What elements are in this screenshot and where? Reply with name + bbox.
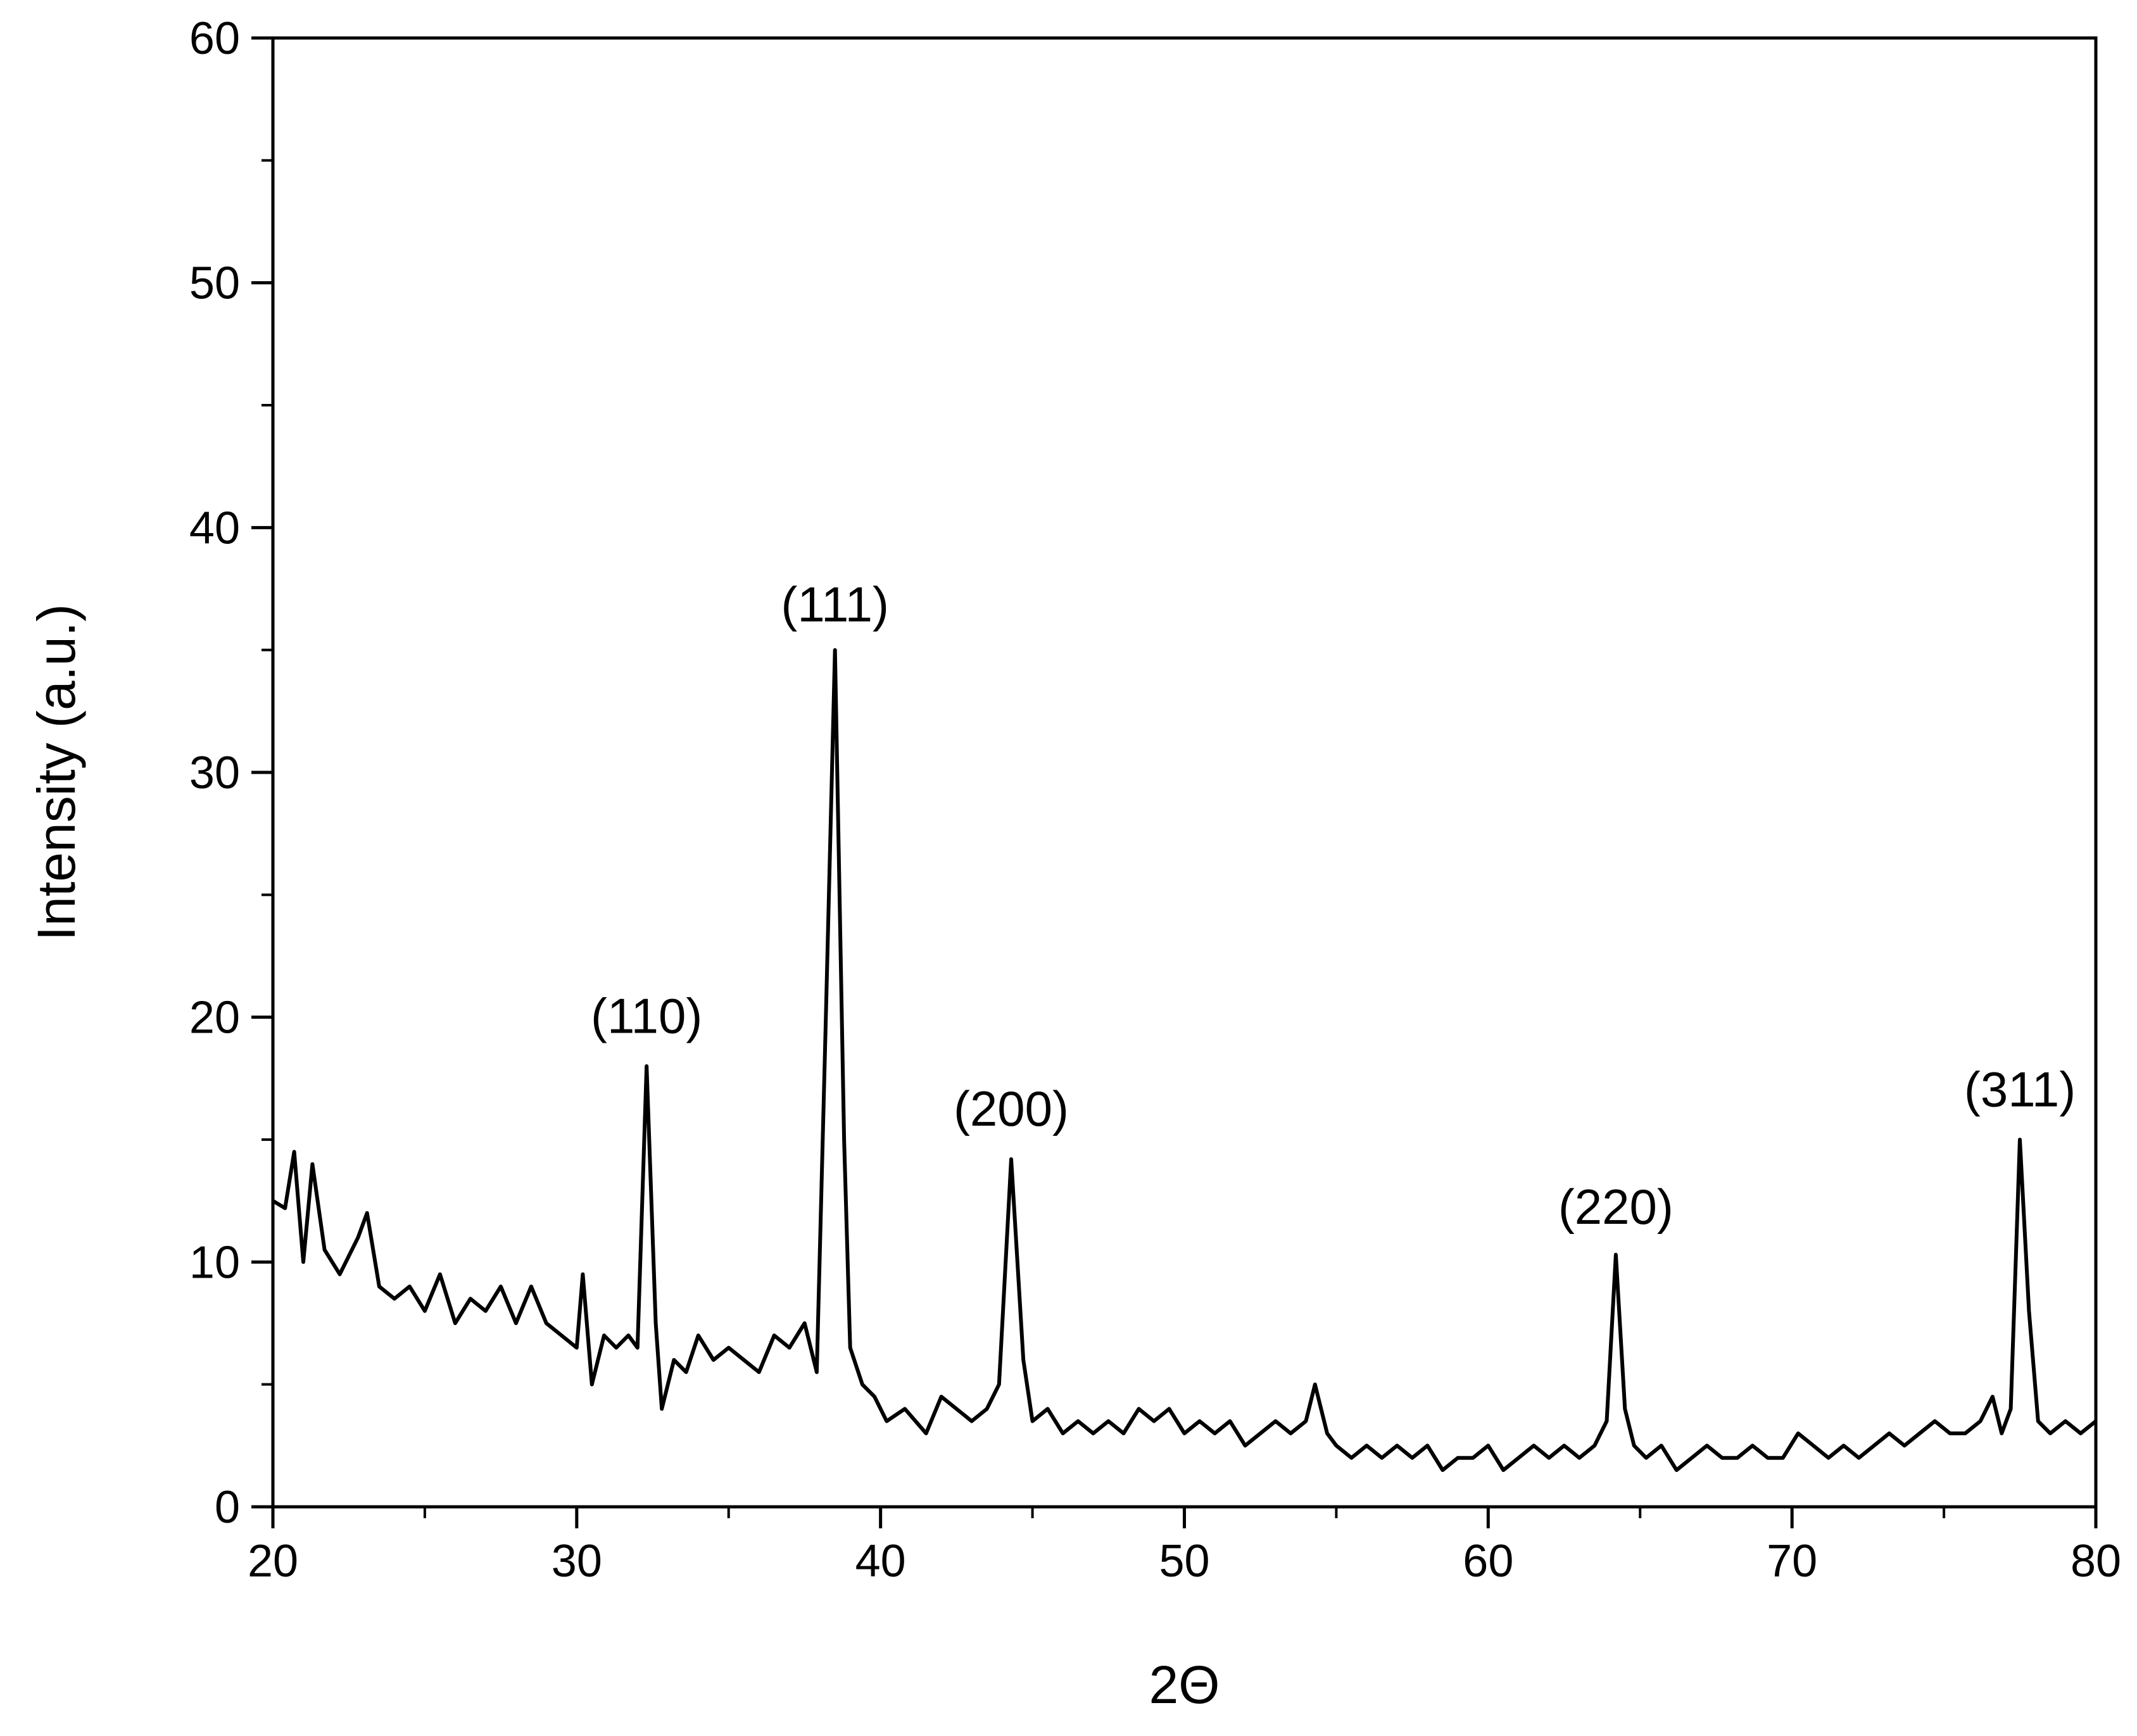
x-tick-label: 60 [1463,1536,1513,1587]
x-axis-label: 2Θ [1149,1655,1220,1714]
x-tick-label: 40 [855,1536,906,1587]
y-tick-label: 20 [189,993,240,1043]
peak-label: (200) [954,1081,1069,1136]
x-axis-ticks: 20 30 40 50 60 70 80 [248,1507,2121,1587]
y-axis-label: Intensity (a.u.) [27,604,86,941]
peak-label: (311) [1964,1061,2076,1117]
series-line [272,648,2097,1472]
plot-frame [271,36,2098,1509]
y-tick-label: 10 [189,1237,240,1288]
y-tick-label: 60 [189,13,240,64]
peak-label: (111) [781,577,889,632]
y-axis-ticks: 0 10 20 30 40 50 60 [189,13,273,1533]
x-tick-label: 80 [2071,1536,2121,1587]
x-tick-label: 70 [1767,1536,1817,1587]
y-tick-label: 40 [189,503,240,553]
y-tick-label: 0 [215,1482,240,1533]
peak-annotations: (110) (111) (200) (220) (311) [591,577,2076,1235]
y-tick-label: 30 [189,748,240,798]
peak-label: (110) [591,988,702,1043]
plot-border [271,36,2098,1509]
x-tick-label: 20 [248,1536,298,1587]
peak-label: (220) [1558,1179,1674,1235]
series-layer [272,648,2097,1472]
x-tick-label: 50 [1159,1536,1209,1587]
y-tick-label: 50 [189,258,240,309]
x-tick-label: 30 [552,1536,602,1587]
